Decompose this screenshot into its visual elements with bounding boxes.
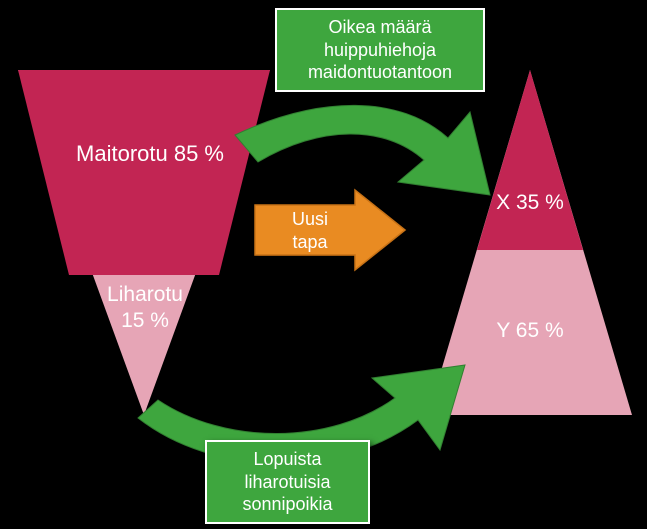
right-top-label: X 35 % [485, 190, 575, 216]
callout-bottom-line3: sonnipoikia [242, 494, 332, 514]
center-arrow-line2: tapa [292, 232, 327, 252]
left-top-label: Maitorotu 85 % [70, 140, 230, 168]
callout-top-line3: maidontuotantoon [308, 62, 452, 82]
callout-bottom-line2: liharotuisia [244, 472, 330, 492]
right-triangle-top [477, 70, 583, 250]
center-arrow-label: Uusi tapa [275, 208, 345, 253]
callout-bottom-line1: Lopuista [253, 449, 321, 469]
callout-top-line2: huippuhiehoja [324, 40, 436, 60]
left-bottom-label-line2: 15 % [121, 309, 169, 332]
callout-top: Oikea määrä huippuhiehoja maidontuotanto… [275, 8, 485, 92]
curved-arrow-top [235, 105, 490, 195]
callout-top-line1: Oikea määrä [328, 17, 431, 37]
left-triangle-top [18, 70, 270, 275]
left-bottom-label: Liharotu 15 % [100, 282, 190, 335]
center-arrow-line1: Uusi [292, 209, 328, 229]
right-bottom-label: Y 65 % [485, 318, 575, 344]
left-bottom-label-line1: Liharotu [107, 283, 183, 306]
diagram-stage: Maitorotu 85 % Liharotu 15 % X 35 % Y 65… [0, 0, 647, 529]
callout-bottom: Lopuista liharotuisia sonnipoikia [205, 440, 370, 524]
